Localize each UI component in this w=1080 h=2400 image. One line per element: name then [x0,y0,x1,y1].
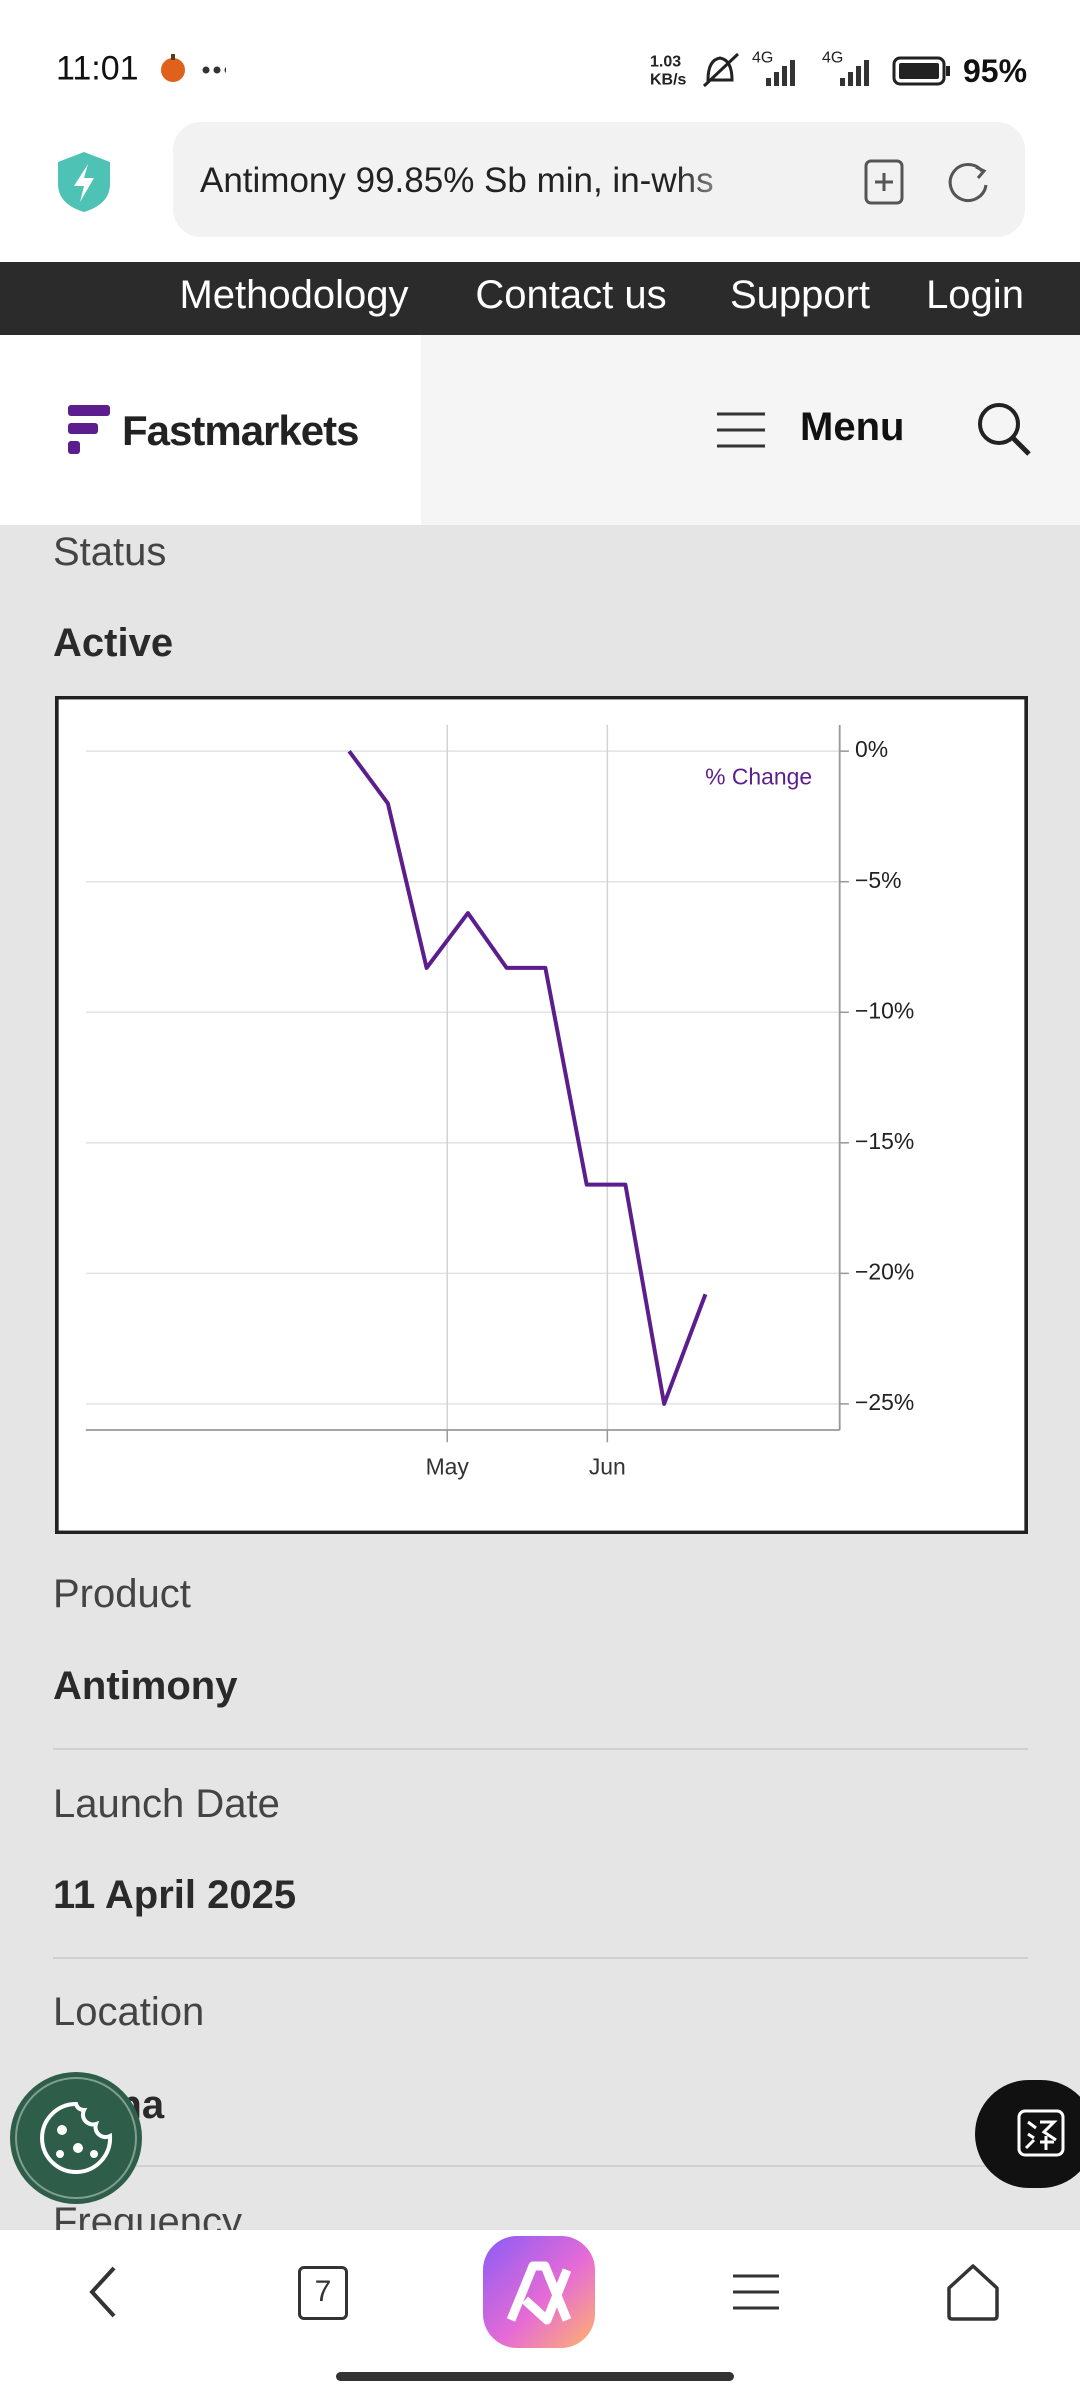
nav-link[interactable]: Support [729,273,871,317]
shield-icon [58,152,110,212]
y-tick-label: −15% [855,1128,914,1154]
app-button[interactable] [483,2236,595,2348]
field-value: Active [53,621,174,665]
url-text[interactable]: Antimony 99.85% Sb min, in-whs [200,161,714,200]
field-label: Status [53,530,167,574]
y-tick-label: 0% [855,736,888,762]
network-label: 4G [822,49,844,67]
back-button[interactable] [80,2262,130,2322]
net-speed-unit: KB/s [650,71,687,89]
net-speed: 1.03 [650,53,682,71]
y-tick-label: −5% [855,867,902,893]
field-label: Location [53,1990,205,2034]
y-tick-label: −10% [855,997,914,1023]
translate-icon[interactable] [1016,2108,1066,2158]
nav-link[interactable]: Contact us [475,273,667,317]
y-tick-label: −25% [855,1389,914,1415]
field-value: 11 April 2025 [53,1873,297,1917]
legend-label: % Change [705,764,812,790]
x-tick-label: Jun [589,1453,626,1479]
status-icons-right [702,52,950,88]
tab-count[interactable]: 7 [314,2275,332,2308]
home-indicator [336,2372,734,2381]
clock: 11:01 [56,49,139,88]
divider [53,1748,1028,1750]
field-label: Product [53,1572,191,1616]
url-actions[interactable] [860,155,1000,211]
field-value: Antimony [53,1664,238,1708]
network-label: 4G [752,49,774,67]
logo-text[interactable]: Fastmarkets [122,406,359,454]
chart: 0% −5% −10% −15% −20% −25% May Jun % Change [55,696,1028,1534]
menu-button[interactable]: Menu [800,405,905,449]
top-nav [0,262,1080,335]
divider [53,2165,1028,2167]
y-tick-label: −20% [855,1258,914,1284]
chart-frame [55,696,1028,1534]
menu-button[interactable] [731,2272,781,2314]
nav-link[interactable]: Methodology [179,273,409,317]
search-icon[interactable] [975,400,1035,460]
cookie-button[interactable] [8,2070,144,2206]
nav-link[interactable]: Login [926,273,1024,317]
tabs-button[interactable] [298,2266,348,2320]
hamburger-icon[interactable] [717,410,767,450]
divider [53,1957,1028,1959]
x-tick-label: May [426,1453,470,1479]
status-icons [161,54,226,82]
battery-level: 95% [963,52,1028,89]
logo-mark[interactable] [68,405,112,455]
data-line [347,749,708,1406]
home-button[interactable] [945,2262,1001,2322]
field-label: Launch Date [53,1782,280,1826]
